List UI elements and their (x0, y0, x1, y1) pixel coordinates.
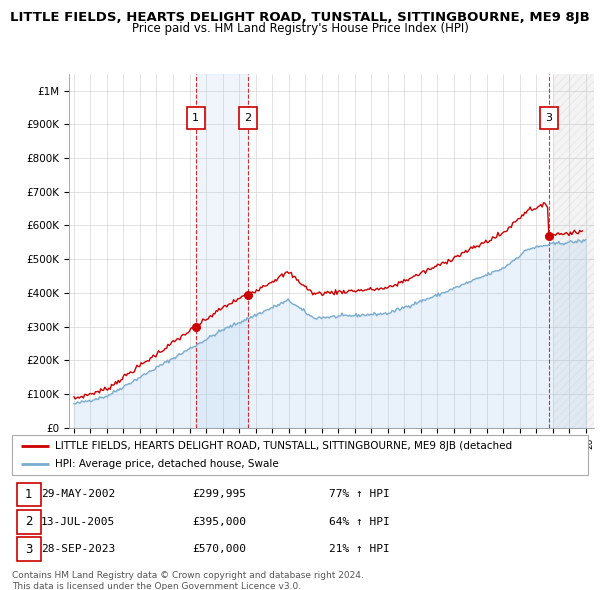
Text: 21% ↑ HPI: 21% ↑ HPI (329, 545, 389, 554)
FancyBboxPatch shape (12, 435, 588, 475)
Text: £299,995: £299,995 (193, 490, 247, 499)
FancyBboxPatch shape (17, 483, 41, 506)
Text: 13-JUL-2005: 13-JUL-2005 (41, 517, 115, 527)
Text: HPI: Average price, detached house, Swale: HPI: Average price, detached house, Swal… (55, 459, 279, 469)
Text: LITTLE FIELDS, HEARTS DELIGHT ROAD, TUNSTALL, SITTINGBOURNE, ME9 8JB (detached: LITTLE FIELDS, HEARTS DELIGHT ROAD, TUNS… (55, 441, 512, 451)
Text: 28-SEP-2023: 28-SEP-2023 (41, 545, 115, 554)
Text: Contains HM Land Registry data © Crown copyright and database right 2024.
This d: Contains HM Land Registry data © Crown c… (12, 571, 364, 590)
Text: £395,000: £395,000 (193, 517, 247, 527)
FancyBboxPatch shape (187, 107, 205, 129)
Text: 29-MAY-2002: 29-MAY-2002 (41, 490, 115, 499)
Text: 1: 1 (25, 488, 32, 501)
Text: LITTLE FIELDS, HEARTS DELIGHT ROAD, TUNSTALL, SITTINGBOURNE, ME9 8JB: LITTLE FIELDS, HEARTS DELIGHT ROAD, TUNS… (10, 11, 590, 24)
FancyBboxPatch shape (539, 107, 557, 129)
Bar (553, 74, 594, 428)
Text: 77% ↑ HPI: 77% ↑ HPI (329, 490, 389, 499)
Text: £570,000: £570,000 (193, 545, 247, 554)
Text: Price paid vs. HM Land Registry's House Price Index (HPI): Price paid vs. HM Land Registry's House … (131, 22, 469, 35)
FancyBboxPatch shape (17, 537, 41, 561)
Text: 2: 2 (25, 515, 32, 529)
Text: 3: 3 (545, 113, 552, 123)
Bar (196, 74, 248, 428)
Text: 64% ↑ HPI: 64% ↑ HPI (329, 517, 389, 527)
FancyBboxPatch shape (17, 510, 41, 534)
FancyBboxPatch shape (239, 107, 257, 129)
Text: 2: 2 (244, 113, 251, 123)
Text: 1: 1 (192, 113, 199, 123)
Text: 3: 3 (25, 543, 32, 556)
